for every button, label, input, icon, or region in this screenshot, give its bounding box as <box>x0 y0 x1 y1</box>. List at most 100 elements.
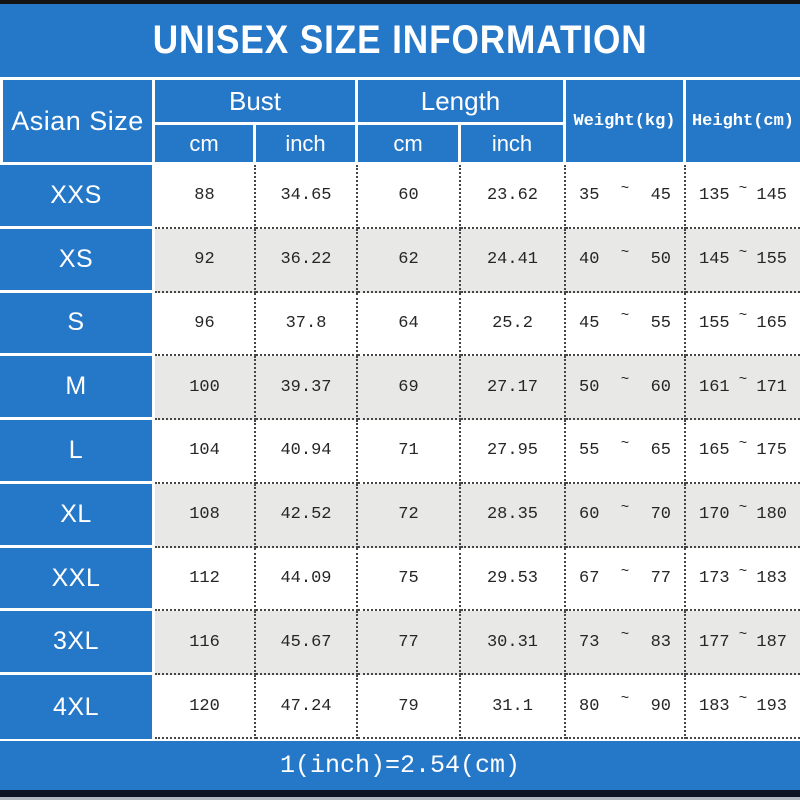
tilde-glyph: ~ <box>738 499 748 516</box>
page-title: UNISEX SIZE INFORMATION <box>152 18 648 62</box>
title-band: UNISEX SIZE INFORMATION <box>0 4 800 77</box>
header-length-cm: cm <box>358 125 461 162</box>
height-range-cell: 170 ~ 180 <box>686 483 800 548</box>
header-bust-cm: cm <box>155 125 256 162</box>
top-border-bar <box>0 0 800 4</box>
size-label-cell: XXS <box>0 165 155 229</box>
weight-min: 50 <box>579 377 600 397</box>
bust-cm-cell: 120 <box>155 675 256 739</box>
weight-range-cell: 55 ~ 65 <box>566 420 686 484</box>
table-row: XXS 88 34.65 60 23.62 35 ~ 45 135 ~ 145 <box>0 165 800 229</box>
header-asian-size: Asian Size <box>3 80 155 162</box>
table-row: 4XL 120 47.24 79 31.1 80 ~ 90 183 ~ 193 <box>0 675 800 739</box>
height-range-cell: 173 ~ 183 <box>686 547 800 612</box>
tilde-glyph: ~ <box>620 627 630 644</box>
weight-max: 55 <box>650 313 671 333</box>
tilde-glyph: ~ <box>620 435 630 452</box>
height-min: 173 <box>699 569 730 589</box>
bust-cm-cell: 108 <box>155 483 256 548</box>
length-inch-cell: 27.95 <box>461 420 566 484</box>
bust-inch-cell: 37.8 <box>256 292 358 357</box>
length-cm-cell: 69 <box>358 356 461 421</box>
weight-min: 80 <box>579 696 600 716</box>
height-range-cell: 165 ~ 175 <box>686 420 800 484</box>
length-cm-cell: 79 <box>358 675 461 739</box>
height-max: 145 <box>756 186 787 206</box>
tilde-glyph: ~ <box>738 435 748 452</box>
weight-max: 70 <box>650 505 671 525</box>
tilde-glyph: ~ <box>620 563 630 580</box>
weight-range-cell: 50 ~ 60 <box>566 356 686 421</box>
height-range-cell: 177 ~ 187 <box>686 611 800 676</box>
length-inch-cell: 27.17 <box>461 356 566 421</box>
weight-max: 50 <box>650 250 671 270</box>
bust-cm-cell: 92 <box>155 228 256 293</box>
weight-min: 45 <box>579 313 600 333</box>
height-min: 170 <box>699 505 730 525</box>
header-length-group: Length <box>358 80 566 125</box>
height-min: 155 <box>699 313 730 333</box>
height-min: 161 <box>699 377 730 397</box>
height-max: 175 <box>756 441 787 461</box>
bust-cm-cell: 96 <box>155 292 256 357</box>
size-label-cell: XXL <box>0 547 155 612</box>
table-row: XL 108 42.52 72 28.35 60 ~ 70 170 ~ 180 <box>0 483 800 548</box>
weight-min: 55 <box>579 441 600 461</box>
length-inch-cell: 28.35 <box>461 483 566 548</box>
height-range-cell: 145 ~ 155 <box>686 228 800 293</box>
size-label-cell: 4XL <box>0 675 155 739</box>
height-min: 177 <box>699 632 730 652</box>
table-row: 3XL 116 45.67 77 30.31 73 ~ 83 177 ~ 187 <box>0 611 800 676</box>
weight-max: 65 <box>650 441 671 461</box>
height-min: 145 <box>699 250 730 270</box>
bust-inch-cell: 44.09 <box>256 547 358 612</box>
length-inch-cell: 30.31 <box>461 611 566 676</box>
length-inch-cell: 31.1 <box>461 675 566 739</box>
size-label-cell: M <box>0 356 155 421</box>
height-max: 183 <box>756 569 787 589</box>
height-range-cell: 161 ~ 171 <box>686 356 800 421</box>
tilde-glyph: ~ <box>620 372 630 389</box>
weight-range-cell: 80 ~ 90 <box>566 675 686 739</box>
bust-inch-cell: 42.52 <box>256 483 358 548</box>
conversion-note: 1(inch)=2.54(cm) <box>279 751 521 780</box>
height-max: 187 <box>756 632 787 652</box>
height-max: 193 <box>756 696 787 716</box>
bust-cm-cell: 116 <box>155 611 256 676</box>
weight-max: 45 <box>650 186 671 206</box>
weight-range-cell: 45 ~ 55 <box>566 292 686 357</box>
bust-cm-cell: 104 <box>155 420 256 484</box>
bust-inch-cell: 36.22 <box>256 228 358 293</box>
length-inch-cell: 23.62 <box>461 165 566 229</box>
length-cm-cell: 77 <box>358 611 461 676</box>
tilde-glyph: ~ <box>620 244 630 261</box>
bust-cm-cell: 88 <box>155 165 256 229</box>
weight-min: 67 <box>579 569 600 589</box>
height-range-cell: 183 ~ 193 <box>686 675 800 739</box>
length-cm-cell: 64 <box>358 292 461 357</box>
table-row: XXL 112 44.09 75 29.53 67 ~ 77 173 ~ 183 <box>0 547 800 612</box>
size-label-cell: L <box>0 420 155 484</box>
height-range-cell: 135 ~ 145 <box>686 165 800 229</box>
weight-max: 77 <box>650 569 671 589</box>
weight-max: 83 <box>650 632 671 652</box>
bust-inch-cell: 45.67 <box>256 611 358 676</box>
bust-inch-cell: 47.24 <box>256 675 358 739</box>
header-length-inch: inch <box>461 125 566 162</box>
bottom-edge-line <box>0 797 800 800</box>
weight-range-cell: 73 ~ 83 <box>566 611 686 676</box>
weight-min: 73 <box>579 632 600 652</box>
table-row: XS 92 36.22 62 24.41 40 ~ 50 145 ~ 155 <box>0 228 800 293</box>
tilde-glyph: ~ <box>620 499 630 516</box>
table-body: XXS 88 34.65 60 23.62 35 ~ 45 135 ~ 145 … <box>0 165 800 739</box>
weight-range-cell: 35 ~ 45 <box>566 165 686 229</box>
height-range-cell: 155 ~ 165 <box>686 292 800 357</box>
weight-min: 40 <box>579 250 600 270</box>
height-max: 180 <box>756 505 787 525</box>
size-label-cell: XS <box>0 228 155 293</box>
length-cm-cell: 60 <box>358 165 461 229</box>
table-row: M 100 39.37 69 27.17 50 ~ 60 161 ~ 171 <box>0 356 800 421</box>
height-min: 183 <box>699 696 730 716</box>
weight-min: 60 <box>579 505 600 525</box>
tilde-glyph: ~ <box>738 691 748 708</box>
